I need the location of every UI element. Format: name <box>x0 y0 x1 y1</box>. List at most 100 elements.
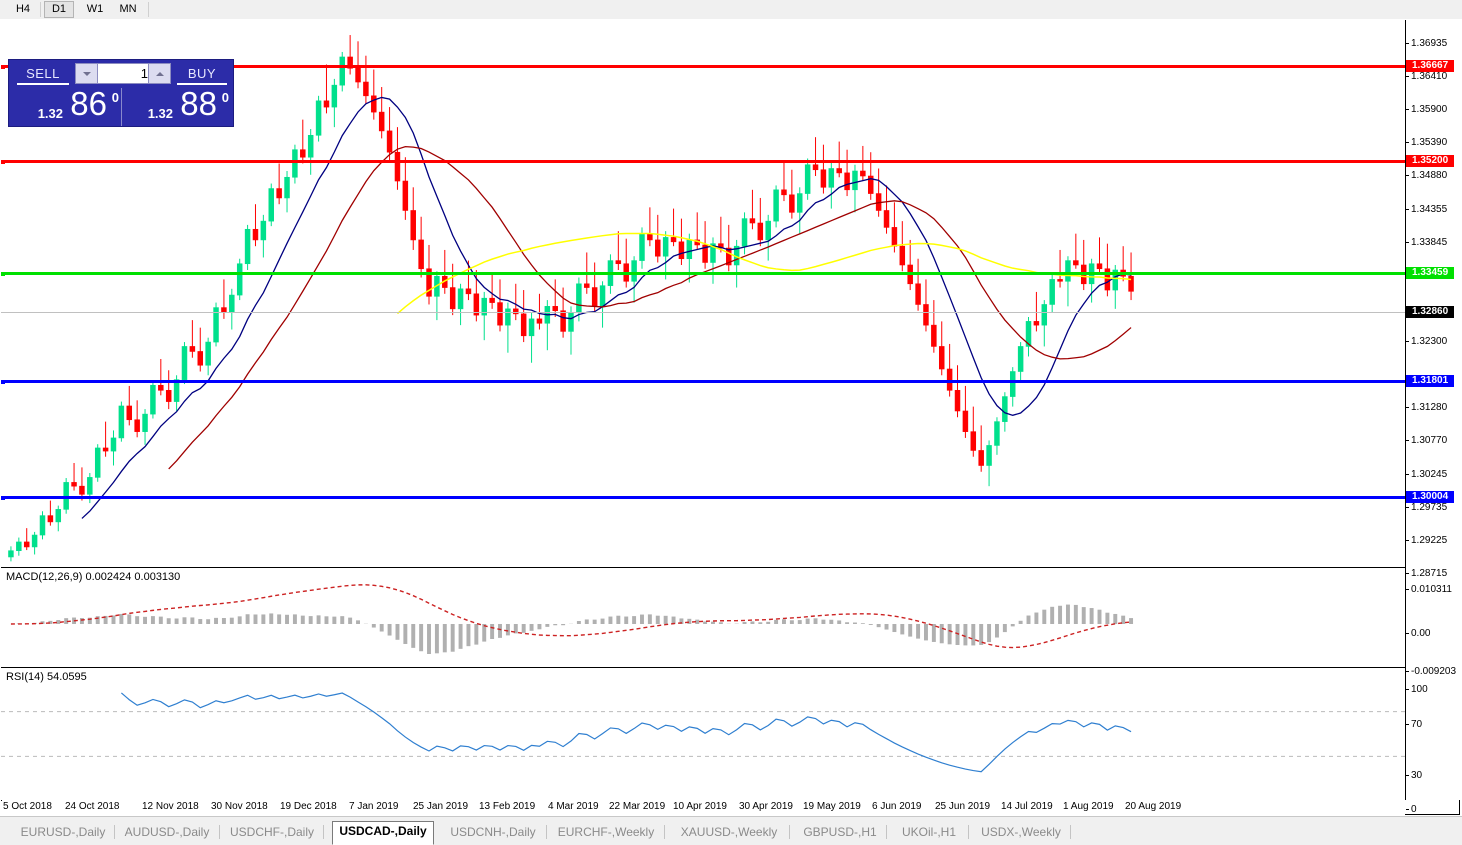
scale-tick: 1.34355 <box>1406 204 1447 215</box>
scale-tick: -0.009203 <box>1406 666 1456 677</box>
volume-stepper[interactable]: 1.00 <box>75 63 171 84</box>
volume-increase-button[interactable] <box>148 64 170 83</box>
scale-level-badge[interactable]: 1.31801 <box>1406 375 1454 387</box>
time-axis-label: 13 Feb 2019 <box>479 801 536 812</box>
time-axis-label: 14 Jul 2019 <box>1001 801 1053 812</box>
time-axis[interactable]: 5 Oct 2018 24 Oct 2018 12 Nov 2018 30 Nov 2… <box>1 801 1405 815</box>
sell-button-label: SELL <box>26 66 60 81</box>
level-handle-support-2[interactable] <box>1 496 5 500</box>
toolbar-divider <box>40 2 41 17</box>
scale-tick: 1.36935 <box>1406 38 1447 49</box>
chart-tab-usdxweekly[interactable]: USDX-,Weekly <box>981 825 1061 839</box>
time-axis-label: 5 Oct 2018 <box>3 801 52 812</box>
scale-tick: 0.010311 <box>1406 584 1452 595</box>
tab-divider <box>546 825 547 839</box>
timeframe-mn-label: MN <box>119 3 137 15</box>
time-axis-label: 19 Dec 2018 <box>280 801 337 812</box>
candlestick-plot <box>8 35 1134 562</box>
buy-price-prefix: 1.32 <box>147 106 173 121</box>
level-handle-support-1[interactable] <box>1 380 5 384</box>
tab-divider <box>323 825 324 839</box>
chart-tab-usdcnhdaily[interactable]: USDCNH-,Daily <box>450 825 536 839</box>
scale-tick: 1.34880 <box>1406 170 1447 181</box>
buy-button-label: BUY <box>187 66 217 81</box>
timeframe-h4[interactable]: H4 <box>8 1 38 18</box>
rsi-label: RSI(14) 54.0595 <box>6 671 87 683</box>
level-line-support-1[interactable] <box>1 380 1405 383</box>
scale-tick: 100 <box>1406 684 1428 695</box>
level-handle-resistance-1[interactable] <box>1 65 5 69</box>
chart-tab-eurusddaily[interactable]: EURUSD-,Daily <box>20 825 106 839</box>
price-scale[interactable]: 1.36935 1.36410 1.35900 1.35390 1.34880 1.343… <box>1406 20 1460 815</box>
level-line-resistance-1[interactable] <box>1 65 1405 68</box>
chart-tab-gbpusdh1[interactable]: GBPUSD-,H1 <box>803 825 877 839</box>
macd-pane[interactable]: MACD(12,26,9) 0.002424 0.003130 <box>1 567 1405 667</box>
sell-price-prefix: 1.32 <box>37 106 63 121</box>
time-axis-label: 30 Apr 2019 <box>739 801 793 812</box>
scale-divider <box>1405 20 1406 800</box>
chart-window: USDCAD-,Daily 1.32825 1.32879 1.32764 1.… <box>0 19 1462 816</box>
chart-tab-ukoilh1[interactable]: UKOil-,H1 <box>901 825 956 839</box>
timeframe-d1[interactable]: D1 <box>44 1 74 18</box>
level-handle-resistance-2[interactable] <box>1 160 5 164</box>
chart-tab-bar: EURUSD-,Daily AUDUSD-,Daily USDCHF-,Daily U… <box>0 816 1462 845</box>
scale-tick: 70 <box>1406 719 1422 730</box>
buy-price-sup: 0 <box>221 90 229 105</box>
scale-level-badge[interactable]: 1.36667 <box>1406 60 1454 72</box>
macd-label: MACD(12,26,9) 0.002424 0.003130 <box>6 571 181 583</box>
one-click-trading-panel[interactable]: SELL 1.00 BUY 1.32 86 0 1.32 <box>8 59 234 127</box>
timeframe-d1-label: D1 <box>51 3 67 15</box>
time-axis-label: 20 Aug 2019 <box>1125 801 1182 812</box>
scale-level-badge[interactable]: 1.33459 <box>1406 267 1454 279</box>
level-line-pivot-green[interactable] <box>1 272 1405 275</box>
scale-tick: 1.36410 <box>1406 71 1447 82</box>
tab-divider <box>114 825 115 839</box>
time-axis-label: 22 Mar 2019 <box>609 801 666 812</box>
scale-tick: 0.00 <box>1406 628 1430 639</box>
scale-level-badge[interactable]: 1.30004 <box>1406 491 1454 503</box>
tab-divider <box>1070 825 1071 839</box>
chart-tab-xauusdweekly[interactable]: XAUUSD-,Weekly <box>680 825 778 839</box>
buy-button[interactable]: BUY <box>177 64 227 85</box>
tab-divider <box>664 825 665 839</box>
scale-level-badge[interactable]: 1.35200 <box>1406 155 1454 167</box>
scale-tick: 1.35900 <box>1406 104 1447 115</box>
chart-tab-usdcaddaily[interactable]: USDCAD-,Daily <box>332 821 434 845</box>
chart-tab-audusddaily[interactable]: AUDUSD-,Daily <box>124 825 210 839</box>
level-line-support-2[interactable] <box>1 496 1405 499</box>
chart-tab-usdchfdaily[interactable]: USDCHF-,Daily <box>230 825 314 839</box>
volume-decrease-button[interactable] <box>76 64 98 83</box>
time-axis-label: 7 Jan 2019 <box>349 801 399 812</box>
scale-tick: 1.33845 <box>1406 237 1447 248</box>
scale-tick: 0 <box>1406 804 1417 815</box>
rsi-plot <box>1 692 1405 773</box>
sell-price-sup: 0 <box>111 90 119 105</box>
rsi-pane[interactable]: RSI(14) 54.0595 <box>1 667 1405 800</box>
chevron-down-icon <box>83 72 91 76</box>
tab-divider <box>219 825 220 839</box>
timeframe-w1[interactable]: W1 <box>80 1 110 18</box>
time-axis-label: 25 Jan 2019 <box>413 801 469 812</box>
scale-tick: 1.32300 <box>1406 336 1447 347</box>
time-axis-label: 19 May 2019 <box>803 801 861 812</box>
timeframe-h4-label: H4 <box>15 3 31 15</box>
sell-button[interactable]: SELL <box>17 64 69 85</box>
sell-price-big: 86 <box>70 85 107 122</box>
tab-divider <box>789 825 790 839</box>
scale-level-badge[interactable]: 1.32860 <box>1406 306 1454 318</box>
price-pane[interactable] <box>1 20 1405 567</box>
scale-tick: 30 <box>1406 770 1422 781</box>
level-handle-pivot-green[interactable] <box>1 272 5 276</box>
scale-tick: 1.31280 <box>1406 402 1447 413</box>
scale-tick: 1.30770 <box>1406 435 1447 446</box>
sell-price-display[interactable]: 1.32 86 0 <box>15 85 122 126</box>
tab-divider <box>968 825 969 839</box>
timeframe-mn[interactable]: MN <box>112 1 144 18</box>
macd-plot <box>10 584 1134 654</box>
chart-tab-eurchfweekly[interactable]: EURCHF-,Weekly <box>557 825 655 839</box>
level-line-resistance-2[interactable] <box>1 160 1405 163</box>
buy-price-display[interactable]: 1.32 88 0 <box>127 86 231 126</box>
scale-tick: 1.30245 <box>1406 469 1447 480</box>
time-axis-label: 1 Aug 2019 <box>1063 801 1114 812</box>
